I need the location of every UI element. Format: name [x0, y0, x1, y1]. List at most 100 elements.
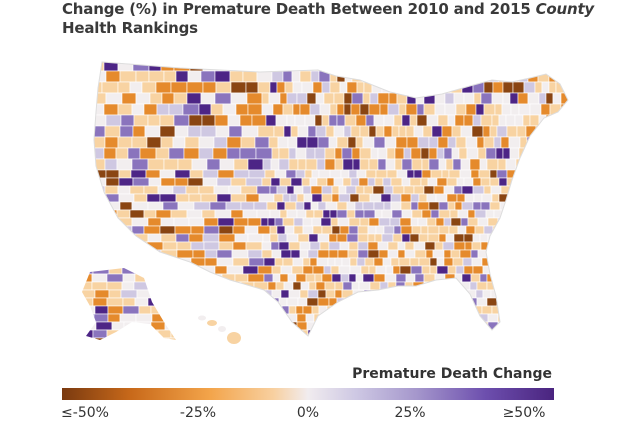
- county-cell: [433, 338, 441, 346]
- county-cell: [326, 305, 338, 315]
- county-cell: [557, 257, 567, 267]
- county-cell: [418, 193, 428, 203]
- county-cell: [159, 281, 175, 291]
- county-cell: [355, 321, 368, 331]
- county-cell: [328, 249, 339, 259]
- county-cell: [453, 185, 463, 195]
- county-cell: [160, 217, 175, 227]
- county-cell: [218, 241, 234, 251]
- county-cell: [331, 185, 340, 195]
- county-cell: [271, 70, 284, 83]
- county-cell: [133, 114, 149, 127]
- county-cell: [82, 337, 96, 340]
- county-cell: [286, 233, 299, 243]
- county-cell: [422, 125, 433, 138]
- county-cell: [260, 217, 269, 227]
- county-cell: [368, 103, 381, 116]
- county-cell: [421, 209, 432, 219]
- county-cell: [276, 185, 288, 195]
- county-cell: [534, 281, 543, 291]
- county-cell: [357, 297, 369, 307]
- county-cell: [421, 265, 431, 275]
- county-cell: [275, 281, 285, 291]
- county-cell: [469, 321, 481, 331]
- county-cell: [449, 209, 459, 219]
- county-cell: [147, 114, 161, 127]
- county-cell: [434, 103, 446, 116]
- county-cell: [546, 338, 554, 346]
- county-cell: [476, 313, 489, 323]
- county-cell: [121, 268, 136, 275]
- county-cell: [419, 289, 430, 299]
- county-cell: [316, 177, 328, 187]
- county-cell: [248, 329, 266, 336]
- county-cell: [373, 114, 385, 127]
- county-cell: [261, 92, 270, 105]
- county-cell: [94, 81, 103, 94]
- county-cell: [131, 217, 149, 227]
- county-cell: [144, 125, 161, 138]
- county-cell: [427, 177, 438, 187]
- county-cell: [350, 177, 360, 187]
- county-cell: [496, 249, 507, 259]
- county-cell: [146, 281, 161, 291]
- county-cell: [145, 338, 160, 346]
- county-cell: [446, 193, 458, 203]
- county-cell: [304, 114, 316, 127]
- county-cell: [286, 92, 298, 105]
- county-cell: [283, 125, 292, 138]
- county-cell: [230, 81, 247, 94]
- county-cell: [367, 297, 376, 307]
- county-cell: [265, 114, 277, 127]
- county-cell: [334, 257, 343, 267]
- county-cell: [441, 125, 453, 138]
- county-cell: [342, 177, 352, 187]
- county-cell: [390, 177, 403, 187]
- county-cell: [175, 281, 176, 291]
- county-cell: [508, 136, 521, 149]
- county-cell: [468, 313, 478, 323]
- county-cell: [105, 70, 121, 83]
- county-cell: [412, 305, 424, 315]
- county-cell: [368, 125, 377, 138]
- county-cell: [214, 209, 232, 219]
- county-cell: [175, 70, 189, 83]
- county-cell: [432, 297, 445, 307]
- county-cell: [417, 136, 430, 149]
- county-cell: [188, 297, 202, 307]
- county-cell: [357, 249, 369, 259]
- county-cell: [351, 281, 360, 291]
- county-cell: [362, 92, 371, 105]
- county-cell: [185, 281, 199, 291]
- county-cell: [532, 158, 541, 171]
- county-cell: [453, 241, 466, 251]
- county-cell: [345, 305, 358, 315]
- county-cell: [558, 233, 568, 243]
- county-cell: [270, 177, 281, 187]
- county-cell: [340, 169, 350, 179]
- county-cell: [513, 297, 526, 307]
- county-cell: [338, 193, 351, 203]
- county-cell: [393, 225, 402, 235]
- county-cell: [517, 265, 528, 275]
- county-cell: [263, 273, 274, 283]
- county-cell: [473, 92, 482, 105]
- county-cell: [428, 201, 440, 211]
- county-cell: [247, 158, 264, 171]
- county-cell: [551, 193, 560, 203]
- county-cell: [447, 136, 457, 149]
- county-cell: [302, 217, 313, 227]
- county-cell: [383, 125, 393, 138]
- county-cell: [414, 329, 423, 336]
- county-cell: [443, 257, 454, 267]
- county-cell: [305, 158, 318, 171]
- county-cell: [257, 125, 275, 138]
- county-cell: [277, 136, 289, 149]
- county-cell: [325, 125, 335, 138]
- county-cell: [551, 329, 562, 336]
- county-cell: [268, 92, 281, 105]
- county-cell: [462, 257, 473, 267]
- county-cell: [216, 193, 232, 203]
- county-cell: [214, 70, 231, 83]
- county-cell: [160, 177, 176, 187]
